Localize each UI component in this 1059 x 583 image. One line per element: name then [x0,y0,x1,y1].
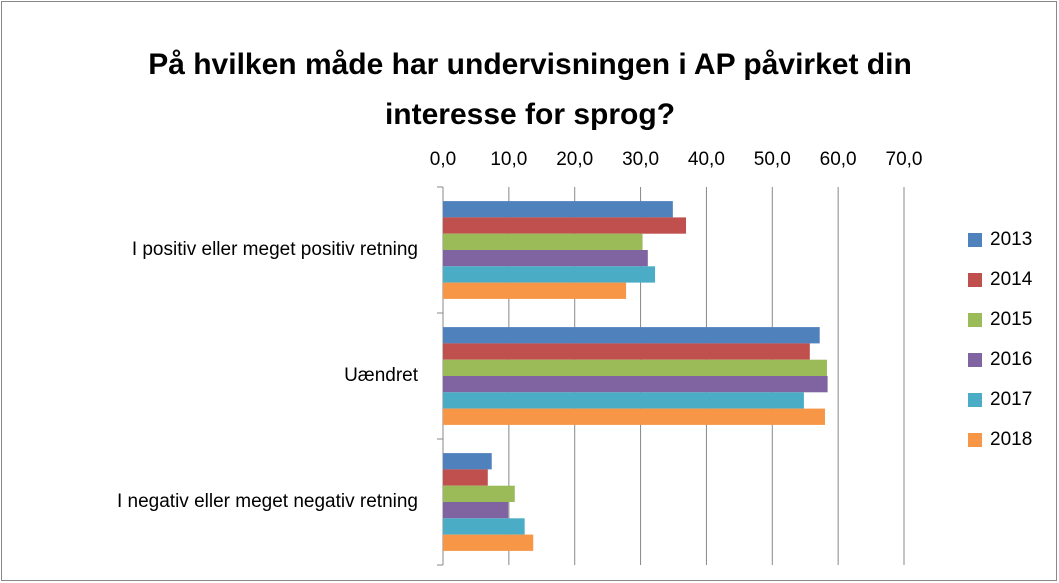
x-tick-label: 0,0 [430,149,456,170]
bar [443,408,825,425]
legend-label: 2018 [990,429,1032,450]
legend-label: 2014 [990,269,1033,290]
legend-swatch [968,273,982,287]
x-tick-label: 40,0 [688,149,725,170]
legend-swatch [968,353,982,367]
legend-swatch [968,233,982,247]
bar [443,282,627,299]
bar [443,233,643,250]
bar [443,392,804,409]
x-tick-label: 70,0 [886,149,923,170]
bar [443,250,648,267]
chart-title: På hvilken måde har undervisningen i AP … [148,48,912,131]
legend-swatch [968,313,982,327]
bar [443,453,492,470]
x-tick-label: 10,0 [490,149,527,170]
y-tick-label: I positiv eller meget positiv retning [132,239,418,260]
bar [443,502,509,519]
y-tick-label: Uændret [344,365,419,386]
legend-label: 2016 [990,349,1032,370]
bar [443,469,488,486]
legend-label: 2017 [990,389,1032,410]
legend-label: 2015 [990,309,1032,330]
bar [443,343,810,360]
legend-swatch [968,393,982,407]
bar [443,327,820,344]
bar [443,266,656,283]
bar [443,518,525,535]
legend-label: 2013 [990,229,1032,250]
x-tick-label: 30,0 [622,149,659,170]
x-tick-label: 60,0 [820,149,857,170]
x-tick-label: 20,0 [556,149,593,170]
bar [443,217,687,234]
bar [443,359,827,376]
bar [443,376,828,393]
x-tick-label: 50,0 [754,149,791,170]
bar [443,485,515,502]
bar [443,201,673,218]
bar [443,534,534,551]
y-tick-label: I negativ eller meget negativ retning [117,491,418,512]
legend-swatch [968,433,982,447]
